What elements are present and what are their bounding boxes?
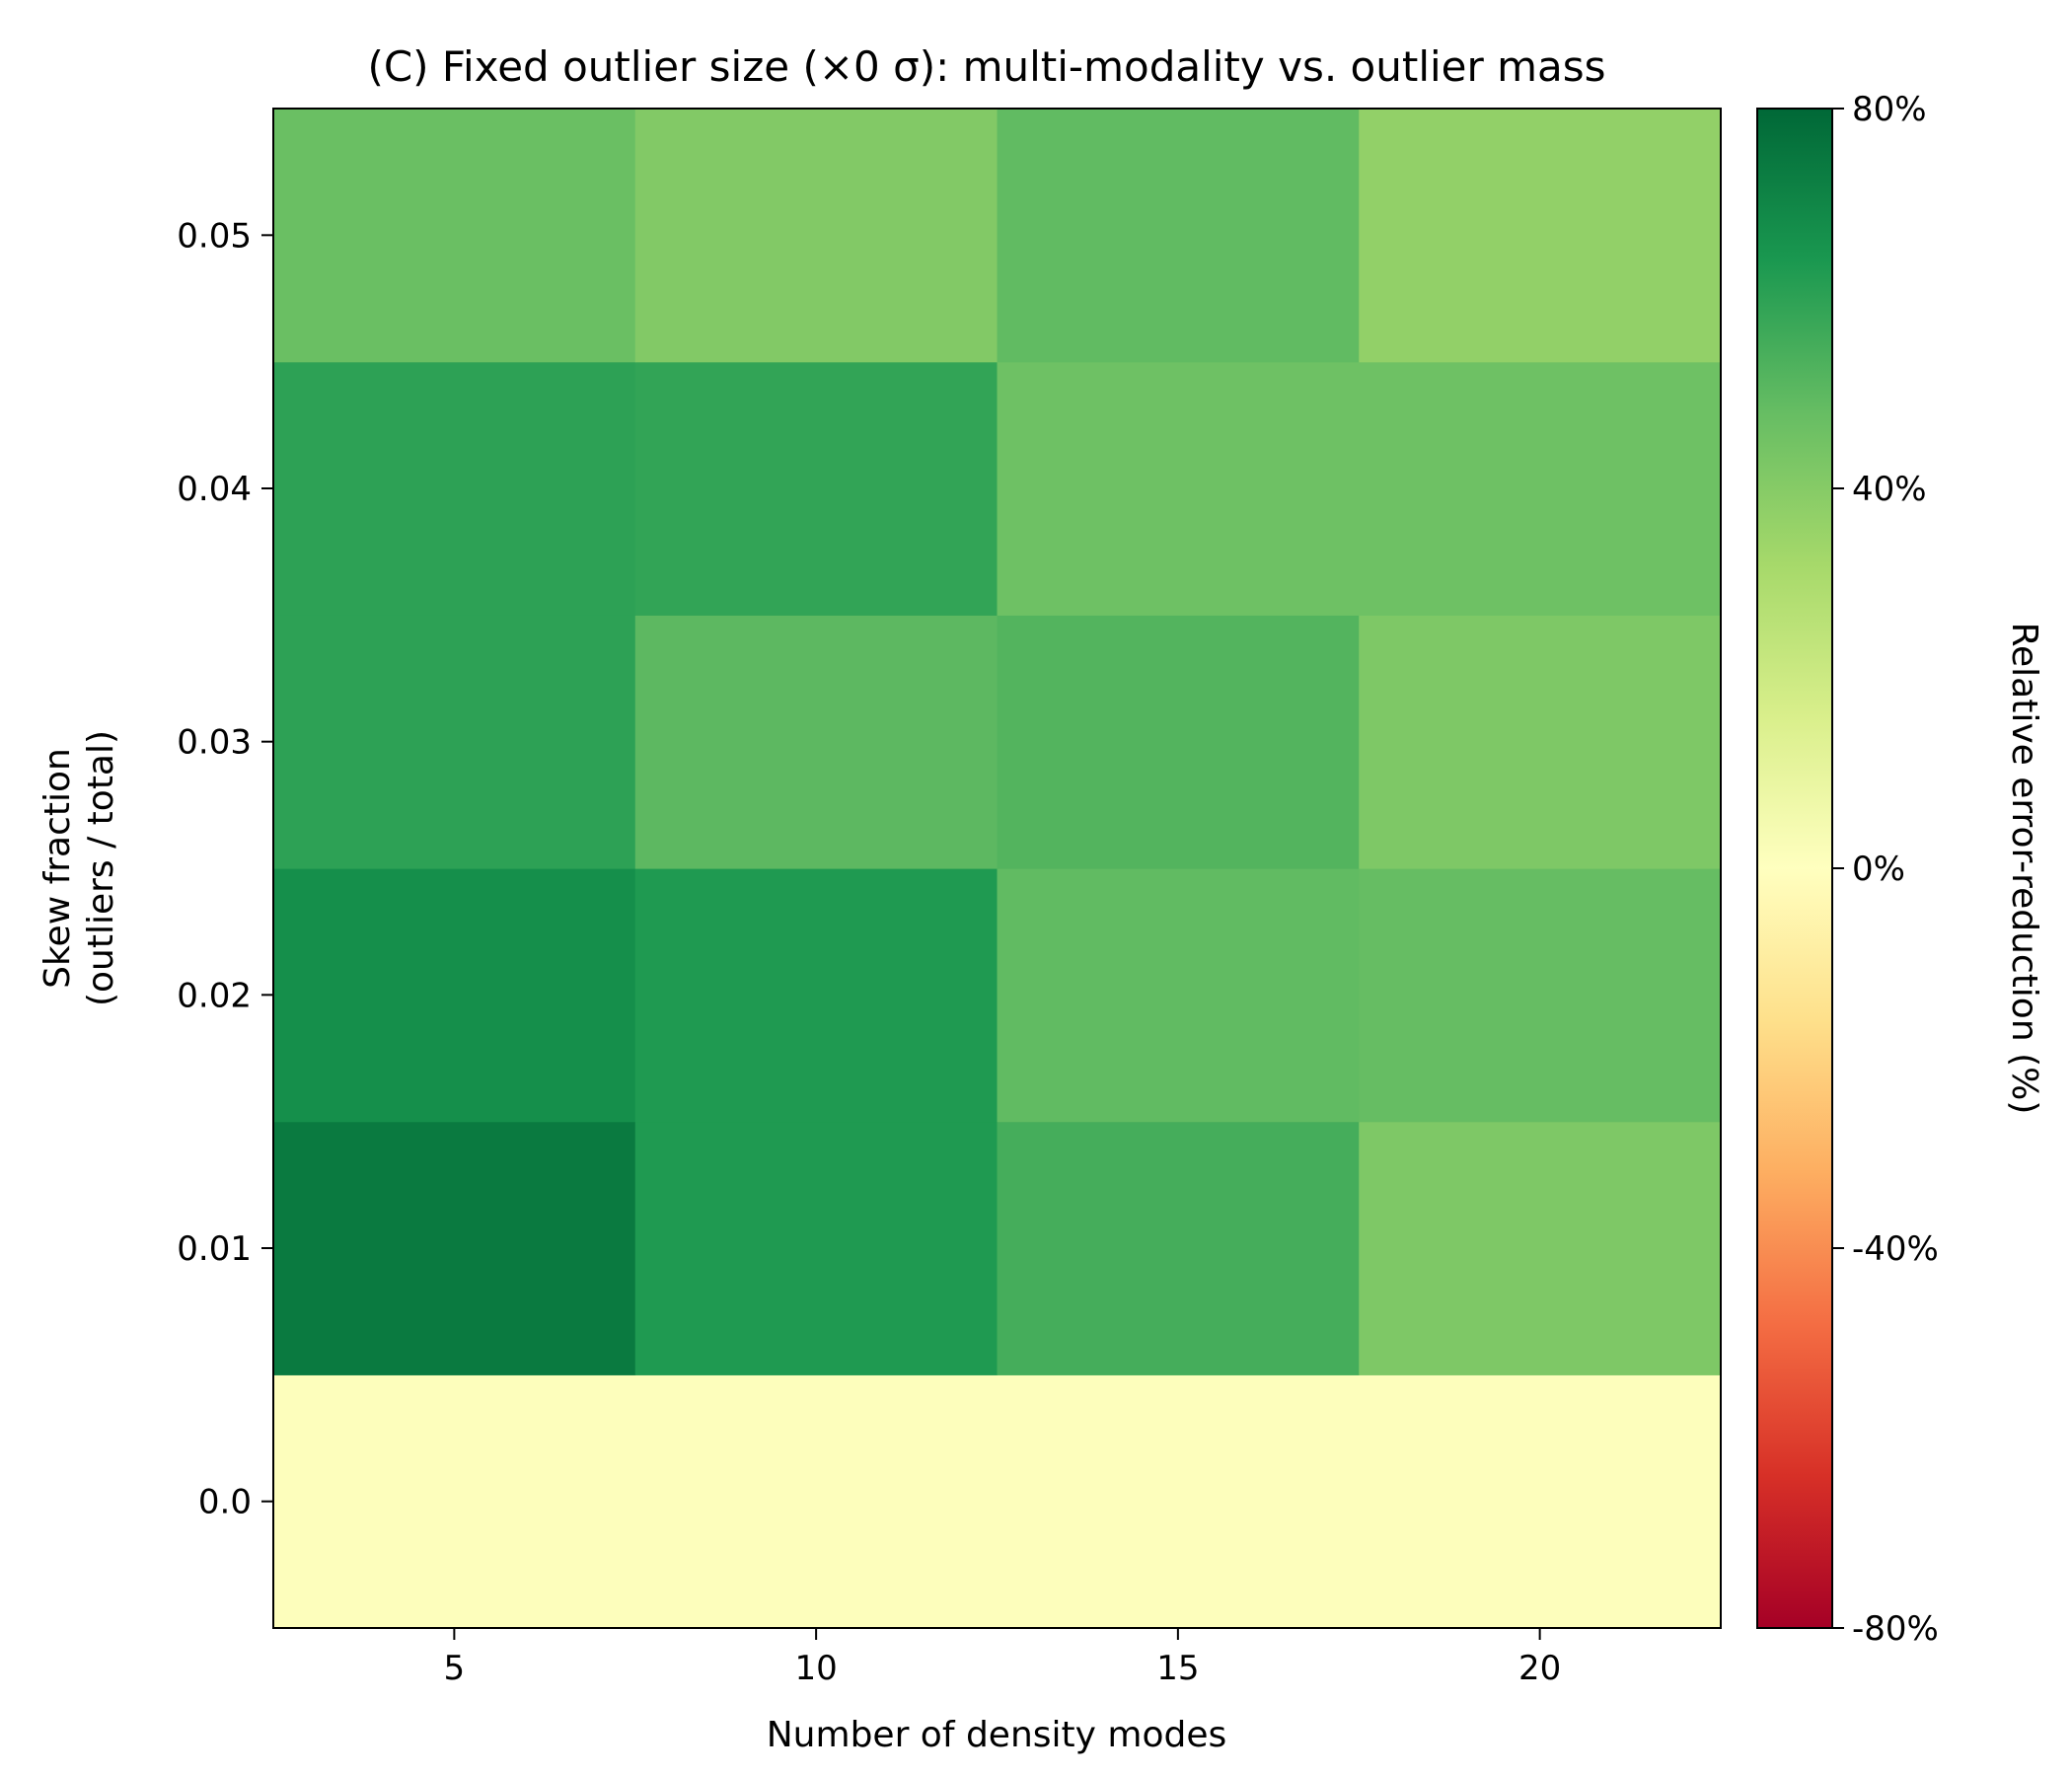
colorbar-tick-label: 80% — [1852, 90, 1927, 129]
colorbar-tick-label: -80% — [1852, 1609, 1939, 1649]
heatmap-cell — [997, 1374, 1360, 1629]
heatmap-cell — [997, 615, 1360, 869]
x-tick-label: 5 — [444, 1649, 466, 1688]
x-tick-label: 10 — [794, 1649, 837, 1688]
heatmap-cell — [997, 361, 1360, 616]
colorbar-tick-label: 40% — [1852, 470, 1927, 509]
heatmap-cell — [997, 109, 1360, 363]
colorbar-label: Relative error-reduction (%) — [2004, 623, 2044, 1115]
y-axis-label: Skew fraction (outliers / total) — [37, 730, 121, 1006]
y-tick-label: 0.03 — [177, 723, 252, 763]
colorbar — [1756, 108, 1833, 1629]
heatmap-cell — [634, 361, 999, 616]
x-axis-label: Number of density modes — [767, 1715, 1227, 1755]
x-tick-label: 20 — [1518, 1649, 1561, 1688]
chart-title: (C) Fixed outlier size (×0 σ): multi-mod… — [367, 42, 1605, 91]
heatmap-cell — [997, 1121, 1360, 1375]
x-axis-ticks: 5 10 15 20 — [444, 1628, 1561, 1688]
heatmap-cell — [634, 615, 999, 869]
heatmap-cell — [273, 1374, 636, 1629]
heatmap-cell — [634, 1121, 999, 1375]
heatmap-cell — [1359, 1121, 1722, 1375]
colorbar-tick-label: -40% — [1852, 1229, 1939, 1269]
heatmap-cell — [1359, 1374, 1722, 1629]
heatmap-cells — [273, 109, 1722, 1629]
heatmap-cell — [273, 1121, 636, 1375]
x-tick-label: 15 — [1156, 1649, 1199, 1688]
colorbar-tick-label: 0% — [1852, 850, 1905, 889]
y-axis-label-line-1: Skew fraction — [37, 748, 78, 989]
plot-frame — [272, 108, 1722, 1629]
heatmap-cell — [634, 109, 999, 363]
heatmap-cell — [273, 868, 636, 1123]
heatmap-cell — [997, 868, 1360, 1123]
heatmap-cell — [273, 109, 636, 363]
heatmap-cell — [1359, 361, 1722, 616]
y-tick-label: 0.0 — [198, 1483, 252, 1522]
y-axis-label-line-2: (outliers / total) — [81, 730, 121, 1006]
y-tick-label: 0.02 — [177, 976, 252, 1015]
heatmap-cell — [1359, 615, 1722, 869]
heatmap-cell — [634, 1374, 999, 1629]
y-tick-label: 0.01 — [177, 1229, 252, 1269]
heatmap-cell — [1359, 868, 1722, 1123]
heatmap-cell — [273, 615, 636, 869]
y-tick-label: 0.05 — [177, 216, 252, 256]
heatmap-cell — [634, 868, 999, 1123]
y-axis-ticks: 0.0 0.01 0.02 0.03 0.04 0.05 — [177, 216, 273, 1522]
heatmap-cell — [273, 361, 636, 616]
y-tick-label: 0.04 — [177, 470, 252, 509]
heatmap-cell — [1359, 109, 1722, 363]
colorbar-ticks: 80% 40% 0% -40% -80% — [1832, 90, 1939, 1649]
